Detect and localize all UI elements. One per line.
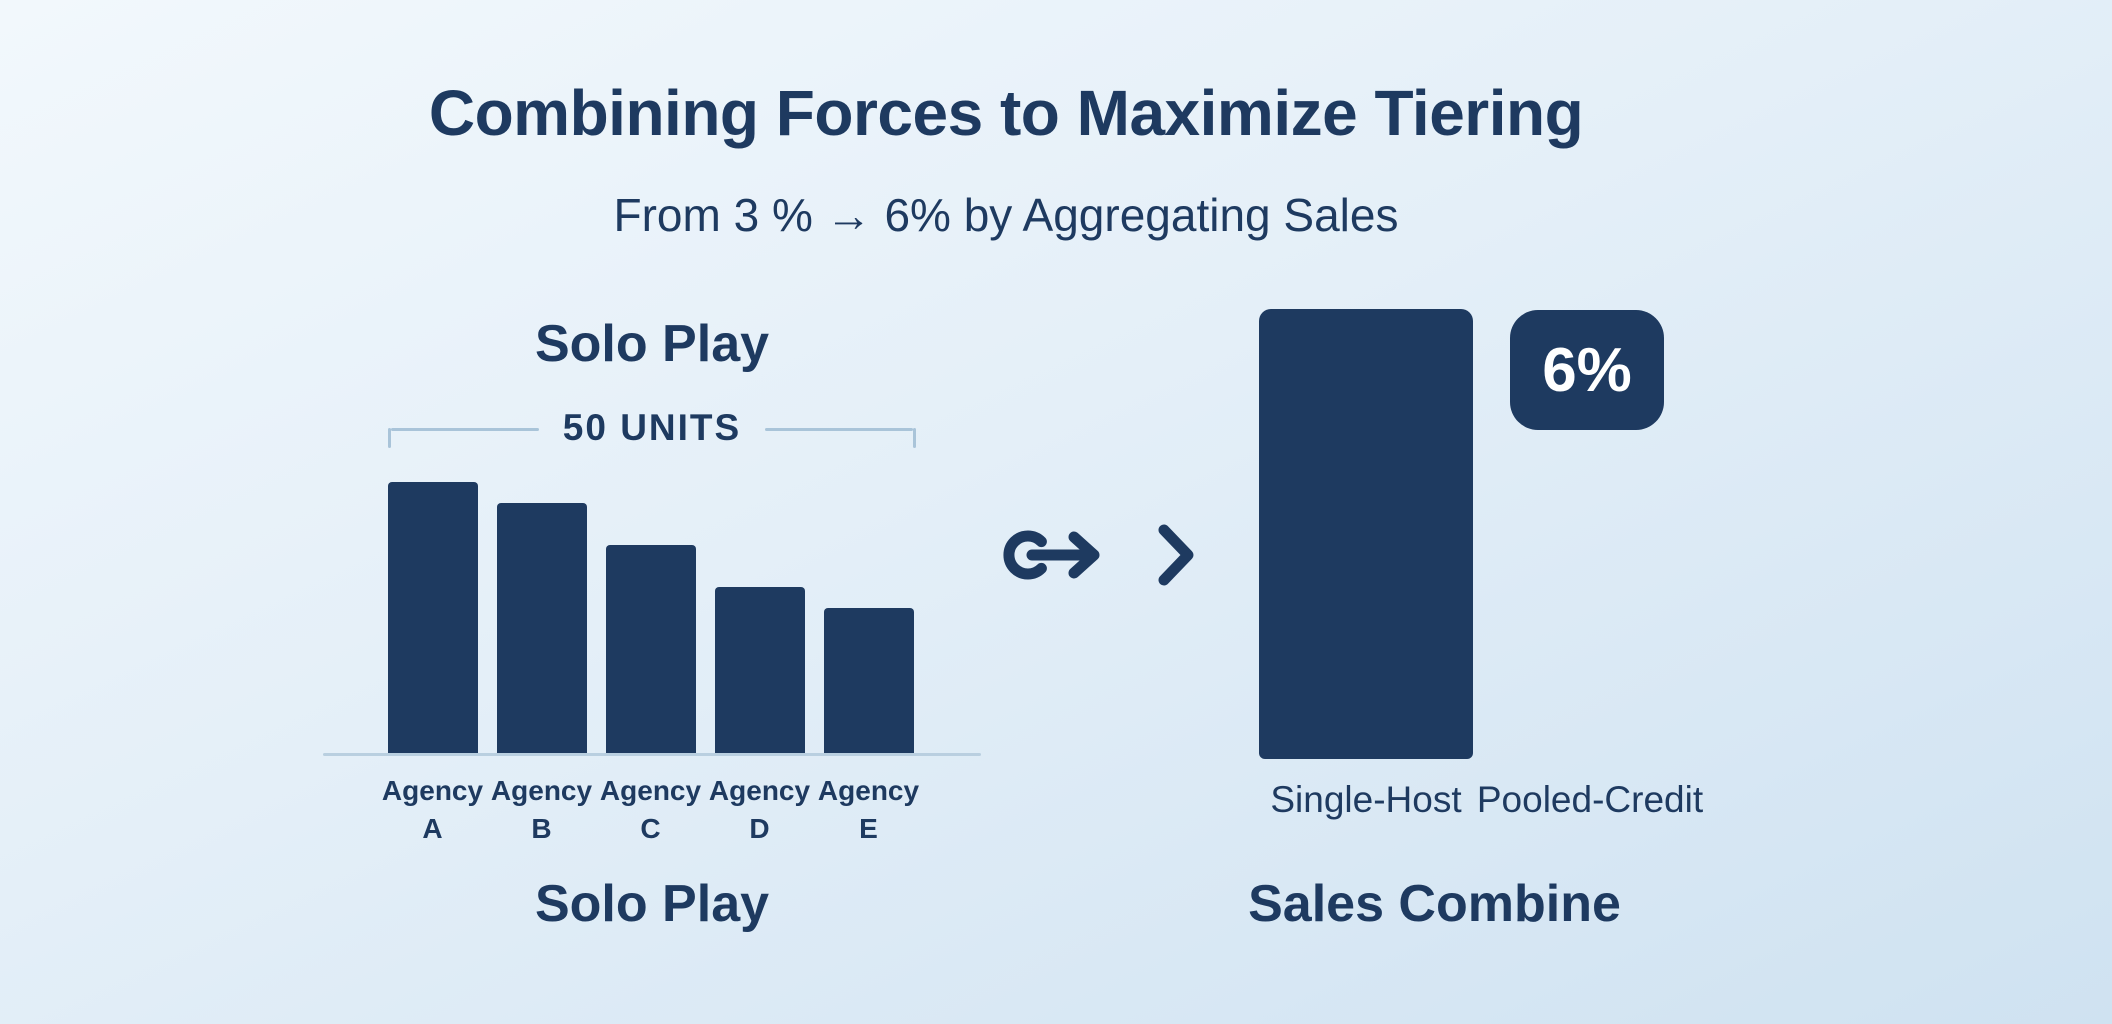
pooled-credit-label: Pooled-Credit <box>1476 779 1704 820</box>
solo-bar-cell <box>814 608 923 755</box>
tier-badge-label: 6% <box>1542 335 1632 405</box>
bracket-left-tick <box>388 428 391 448</box>
bracket-label: 50 UNITS <box>562 407 742 448</box>
page-subtitle: From 3 % → 6% by Aggregating Sales <box>613 189 1399 241</box>
solo-bar-3 <box>605 545 696 755</box>
bracket-left-line <box>391 428 539 431</box>
solo-bar-label-1: Agency A <box>381 775 484 844</box>
solo-bar-1 <box>387 482 478 755</box>
solo-axis-line <box>323 753 981 756</box>
solo-bar-cell <box>378 482 487 755</box>
solo-chart-heading: Solo Play <box>534 315 770 373</box>
solo-bar-cell <box>487 503 596 755</box>
solo-bar-label-4: Agency D <box>708 775 811 844</box>
chevron-right-icon <box>1156 520 1196 595</box>
solo-bar-label-5: Agency E <box>817 775 920 844</box>
link-arrow-icon <box>1002 523 1112 592</box>
solo-bar-2 <box>496 503 587 755</box>
solo-bar-cell <box>705 587 814 755</box>
solo-bar-4 <box>714 587 805 755</box>
solo-bar-cell <box>596 545 705 755</box>
bracket-right-line <box>765 428 913 431</box>
bracket-right-tick <box>913 428 916 448</box>
solo-bar-5 <box>823 608 914 755</box>
solo-bar-labels: Agency A Agency B Agency C Agency D Agency E <box>378 772 923 848</box>
solo-bar-label-3: Agency C <box>599 775 702 844</box>
transition-icons <box>1002 520 1196 595</box>
solo-bar-label-2: Agency B <box>490 775 593 844</box>
solo-caption: Solo Play <box>534 875 770 933</box>
single-host-label: Single-Host <box>1270 779 1462 820</box>
solo-bars <box>378 482 923 755</box>
combined-bar <box>1259 309 1473 759</box>
tier-badge: 6% <box>1510 310 1664 430</box>
combine-caption: Sales Combine <box>1248 875 1621 933</box>
page-title: Combining Forces to Maximize Tiering <box>428 77 1584 149</box>
units-bracket: 50 UNITS <box>388 407 916 470</box>
